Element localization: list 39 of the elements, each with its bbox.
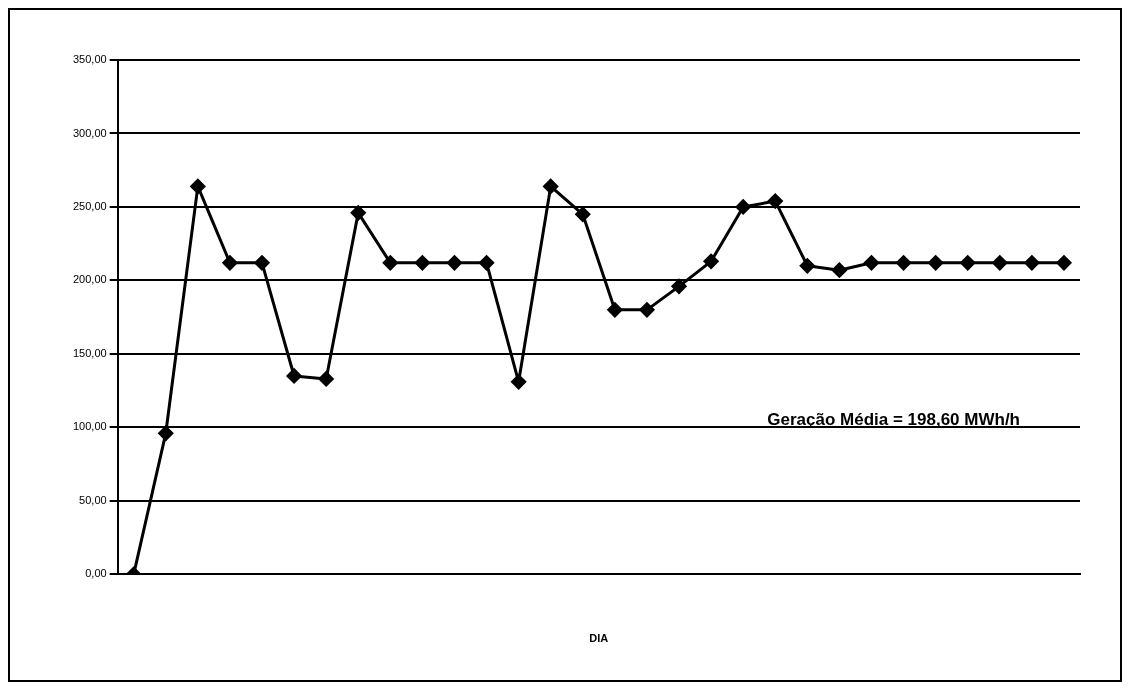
x-axis-title: DIA: [589, 632, 609, 645]
y-tick-label: 50,00: [79, 493, 107, 506]
point: [863, 255, 879, 271]
y-tick-label: 0,00: [85, 567, 107, 580]
point: [1056, 255, 1072, 271]
point: [414, 255, 430, 271]
point: [222, 255, 238, 271]
point: [254, 255, 270, 271]
point: [479, 255, 495, 271]
point: [703, 253, 719, 269]
point: [767, 193, 783, 209]
y-tick-label: 300,00: [72, 126, 107, 139]
point: [158, 425, 174, 441]
point: [318, 371, 334, 387]
point: [382, 255, 398, 271]
y-tick-label: 250,00: [72, 200, 107, 212]
point: [896, 255, 912, 271]
annotation: Geração Média = 198,60 MWh/h: [767, 409, 1020, 429]
point: [960, 255, 976, 271]
point: [350, 205, 366, 221]
point: [1024, 255, 1040, 271]
point: [735, 199, 751, 215]
point: [799, 258, 815, 274]
point: [928, 255, 944, 271]
point: [575, 206, 591, 222]
point: [446, 255, 462, 271]
y-tick-label: 150,00: [72, 346, 107, 359]
point: [992, 255, 1008, 271]
point: [831, 262, 847, 278]
y-tick-label: 100,00: [72, 420, 107, 433]
point: [190, 178, 206, 194]
point: [543, 178, 559, 194]
point: [671, 278, 687, 294]
point: [511, 374, 527, 390]
point: [607, 302, 623, 318]
y-tick-label: 350,00: [72, 53, 107, 66]
point: [286, 368, 302, 384]
point: [639, 302, 655, 318]
y-tick-label: 200,00: [72, 273, 107, 286]
